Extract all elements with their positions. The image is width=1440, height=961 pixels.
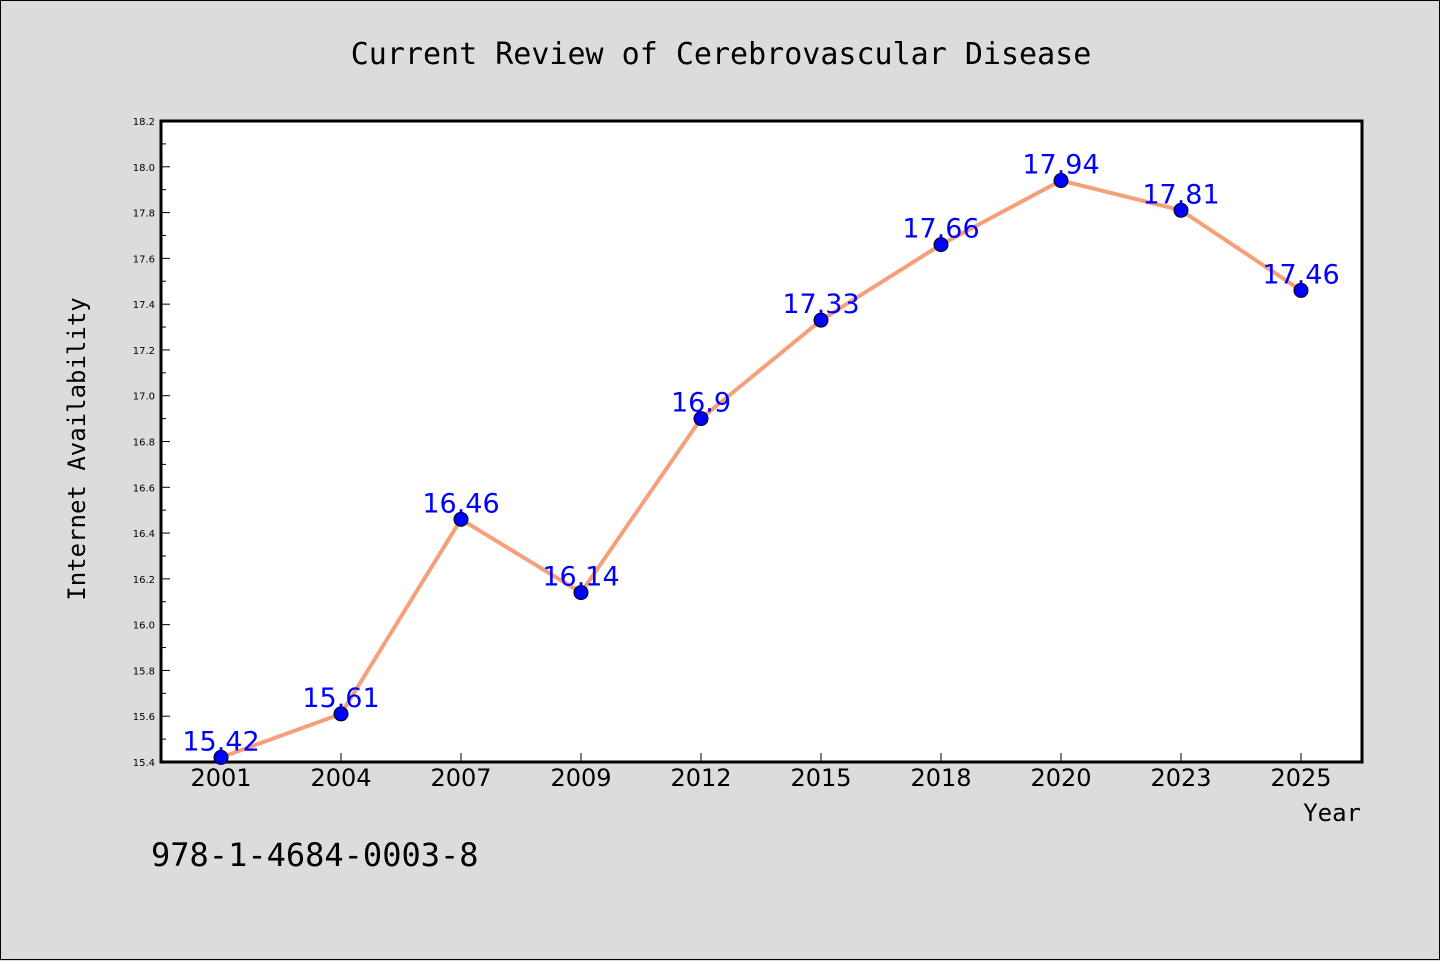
isbn-annotation: 978-1-4684-0003-8 [151, 836, 479, 874]
y-tick-label: 16.8 [133, 438, 155, 449]
data-point [933, 237, 949, 253]
y-tick-label: 16.6 [133, 483, 155, 494]
data-label: 17.33 [782, 289, 859, 320]
y-tick-label: 17.8 [133, 209, 155, 220]
y-tick-label: 16.2 [133, 575, 155, 586]
x-tick-label: 2023 [1150, 764, 1211, 792]
data-point [1053, 173, 1069, 189]
data-point [213, 749, 229, 765]
data-label: 17.66 [902, 214, 979, 245]
x-tick-label: 2009 [550, 764, 611, 792]
x-tick-label: 2018 [910, 764, 971, 792]
y-tick-label: 15.4 [133, 758, 155, 769]
series-line [219, 178, 1303, 760]
y-tick-label: 17.2 [133, 346, 155, 357]
x-axis-label: Year [1303, 799, 1361, 827]
y-tick-label: 15.8 [133, 666, 155, 677]
y-axis-label: Internet Availability [63, 297, 91, 600]
x-axis: 2001 2004 2007 2009 2012 2015 2018 2020 2023 2025 [190, 753, 1332, 792]
data-label: 17.46 [1262, 259, 1339, 290]
y-tick-label: 17.6 [133, 254, 155, 265]
x-tick-label: 2001 [190, 764, 251, 792]
data-point [333, 706, 349, 722]
plot-area [159, 119, 1364, 764]
y-tick-label: 18.0 [133, 163, 155, 174]
data-point [453, 511, 469, 527]
y-tick-label: 15.6 [133, 712, 155, 723]
data-label: 15.61 [302, 683, 379, 714]
data-label: 16.46 [422, 488, 499, 519]
y-tick-label: 16.0 [133, 621, 155, 632]
data-label: 16.14 [542, 562, 619, 593]
x-tick-label: 2015 [790, 764, 851, 792]
data-point [1173, 202, 1189, 218]
x-tick-label: 2012 [670, 764, 731, 792]
data-point [573, 585, 589, 601]
data-point [1293, 282, 1309, 298]
y-tick-label: 17.4 [133, 300, 155, 311]
x-tick-label: 2007 [430, 764, 491, 792]
data-point [693, 411, 709, 427]
data-label: 16.9 [671, 388, 731, 419]
x-tick-label: 2020 [1030, 764, 1091, 792]
data-label: 17.94 [1022, 150, 1099, 181]
x-tick-label: 2004 [310, 764, 371, 792]
data-point [813, 312, 829, 328]
y-axis: 15.4 15.6 15.8 16.0 16.2 16.4 16.6 16.8 17.0 17.2… [133, 117, 170, 769]
chart-title: Current Review of Cerebrovascular Diseas… [351, 37, 1092, 72]
y-tick-label: 18.2 [133, 117, 155, 128]
data-label: 17.81 [1142, 179, 1219, 210]
series-group: 15.42 15.61 16.46 16.14 16.9 17.33 17.66 17.94 1… [182, 150, 1340, 765]
data-label: 15.42 [182, 726, 259, 757]
y-tick-label: 17.0 [133, 392, 155, 403]
y-tick-label: 16.4 [133, 529, 155, 540]
x-tick-label: 2025 [1270, 764, 1331, 792]
